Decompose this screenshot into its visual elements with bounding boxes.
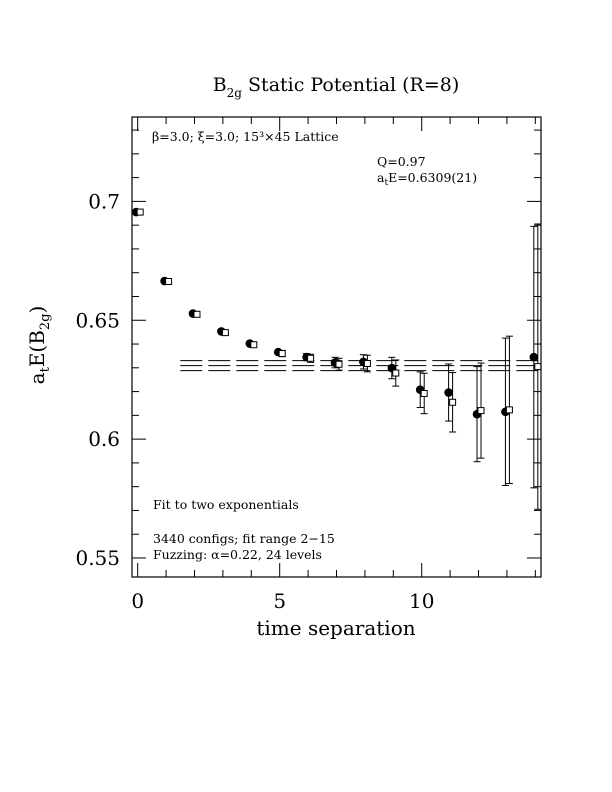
data-point <box>449 398 457 406</box>
configs-label: 3440 configs; fit range 2−15 <box>153 531 335 546</box>
data-point <box>505 406 513 414</box>
title-main: B <box>213 74 227 96</box>
data-point <box>193 310 201 318</box>
x-axis-label: time separation <box>256 616 415 640</box>
data-point <box>392 369 400 377</box>
y-tick-label: 0.65 <box>75 308 120 332</box>
energy-subscript: t <box>384 178 388 188</box>
q-value-label: Q=0.97 <box>377 154 426 169</box>
y-tick-label: 0.6 <box>88 427 120 451</box>
ylabel-close: ) <box>25 306 49 314</box>
data-point <box>335 360 343 368</box>
title-subscript: 2g <box>227 86 243 100</box>
data-point <box>221 329 229 337</box>
x-tick-label: 5 <box>273 589 286 613</box>
series-open-squares <box>136 208 542 510</box>
fit-type-label: Fit to two exponentials <box>153 497 299 512</box>
data-point <box>278 350 286 358</box>
series-filled-circles <box>131 207 539 489</box>
data-point <box>307 354 315 362</box>
data-point <box>165 278 173 286</box>
title-rest: Static Potential (R=8) <box>242 74 459 96</box>
y-tick-label: 0.55 <box>75 546 120 570</box>
ylabel-sub: 2g <box>38 313 53 330</box>
x-tick-label: 10 <box>409 589 434 613</box>
data-series <box>131 207 542 510</box>
energy-fit-label: atE=0.6309(21) <box>377 170 477 188</box>
energy-rest: E=0.6309(21) <box>388 170 477 185</box>
data-point <box>363 360 371 368</box>
data-point <box>534 363 542 371</box>
y-axis-label: atE(B2g) <box>25 306 53 385</box>
data-point <box>477 407 485 415</box>
ylabel-a: a <box>25 372 49 384</box>
y-tick-labels: 0.55 0.6 0.65 0.7 <box>75 189 120 570</box>
data-point <box>420 389 428 397</box>
ylabel-t: t <box>38 366 53 372</box>
energy-a: a <box>377 170 385 185</box>
data-point <box>529 352 539 362</box>
chart-title: B2g Static Potential (R=8) <box>213 74 460 100</box>
x-tick-labels: 0 5 10 <box>131 589 434 613</box>
data-point <box>444 388 453 397</box>
fuzzing-label: Fuzzing: α=0.22, 24 levels <box>153 547 322 562</box>
lattice-label: β=3.0; ξ=3.0; 15³×45 Lattice <box>152 129 339 144</box>
data-point <box>136 208 144 216</box>
y-tick-label: 0.7 <box>88 189 120 213</box>
ylabel-main: E(B <box>25 330 49 367</box>
x-tick-label: 0 <box>131 589 144 613</box>
data-point <box>250 341 258 349</box>
